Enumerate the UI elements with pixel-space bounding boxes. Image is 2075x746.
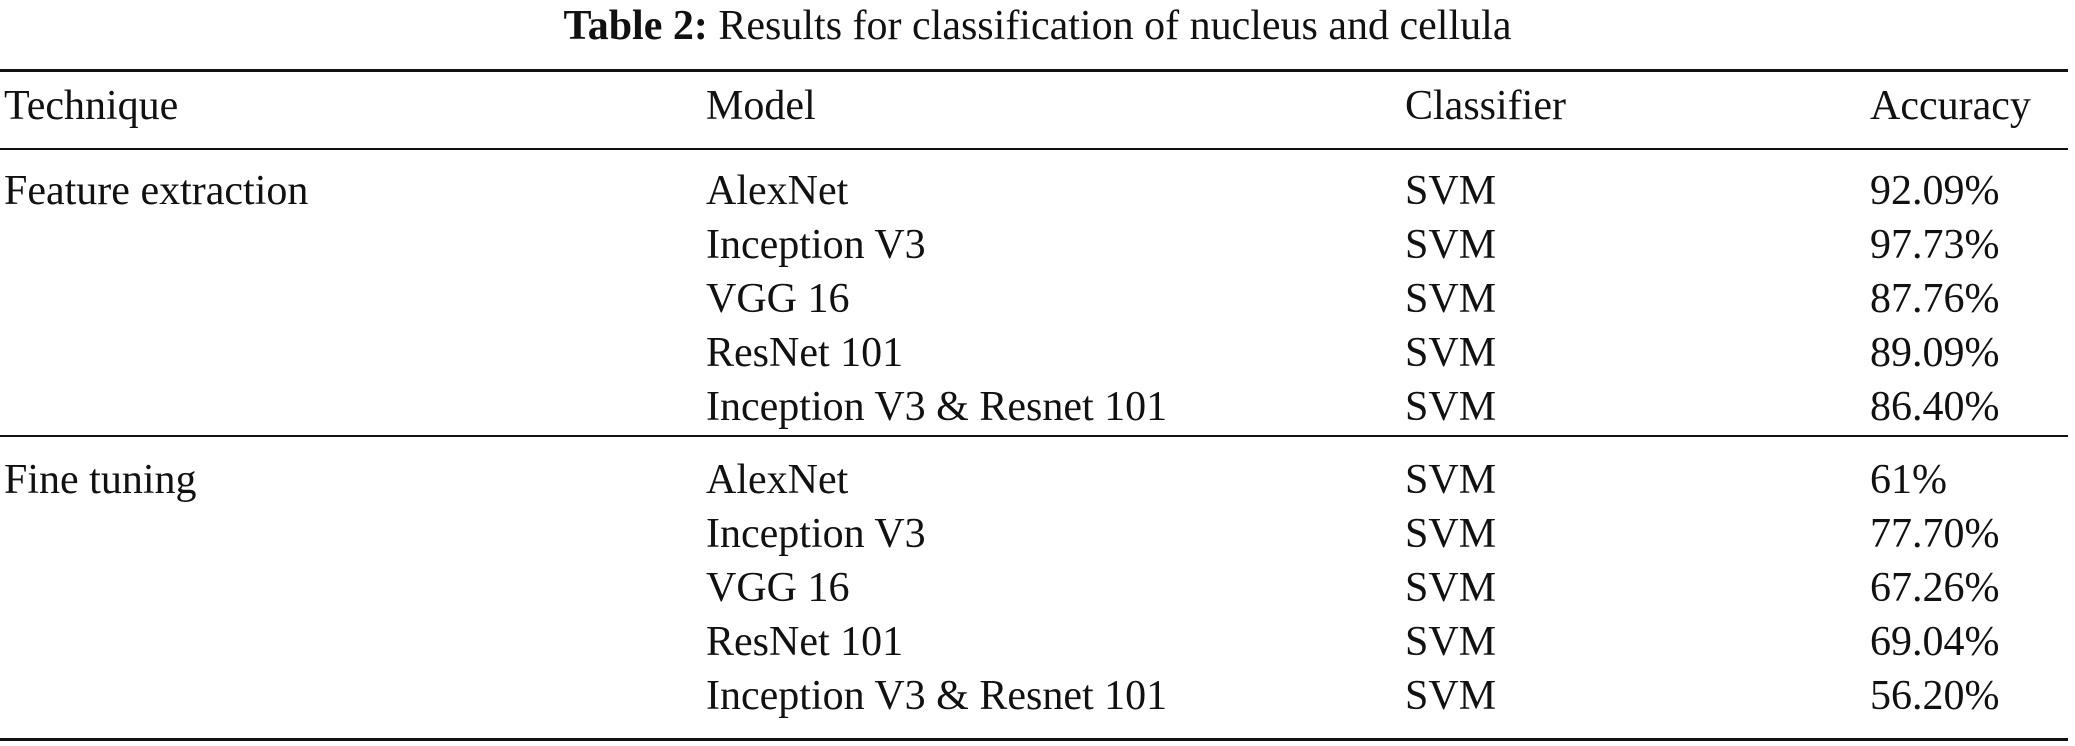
classifier-cell: SVM <box>1405 673 1497 719</box>
accuracy-cell: 61% <box>1870 457 1947 503</box>
table-row: Inception V3 SVM 97.73% <box>0 218 2068 272</box>
table-header-rule <box>0 148 2068 150</box>
classifier-cell: SVM <box>1405 511 1497 557</box>
accuracy-cell: 86.40% <box>1870 384 2000 430</box>
accuracy-cell: 89.09% <box>1870 330 2000 376</box>
accuracy-cell: 87.76% <box>1870 276 2000 322</box>
table-row: AlexNet SVM 92.09% <box>0 164 2068 218</box>
table-header-row: Technique Model Classifier Accuracy <box>0 76 2068 136</box>
accuracy-cell: 56.20% <box>1870 673 2000 719</box>
table-group-rule <box>0 435 2068 437</box>
classifier-cell: SVM <box>1405 276 1497 322</box>
table-caption: Table 2: Results for classification of n… <box>0 0 2075 52</box>
classifier-cell: SVM <box>1405 384 1497 430</box>
header-model: Model <box>706 83 816 129</box>
accuracy-cell: 69.04% <box>1870 619 2000 665</box>
model-cell: AlexNet <box>706 168 849 214</box>
model-cell: Inception V3 <box>706 222 926 268</box>
table-row: VGG 16 SVM 67.26% <box>0 561 2068 615</box>
model-cell: ResNet 101 <box>706 619 904 665</box>
accuracy-cell: 92.09% <box>1870 168 2000 214</box>
table-caption-text: Results for classification of nucleus an… <box>718 3 1512 49</box>
classifier-cell: SVM <box>1405 168 1497 214</box>
classifier-cell: SVM <box>1405 330 1497 376</box>
header-technique: Technique <box>4 83 179 129</box>
accuracy-cell: 97.73% <box>1870 222 2000 268</box>
classifier-cell: SVM <box>1405 222 1497 268</box>
table-row: Inception V3 SVM 77.70% <box>0 507 2068 561</box>
table-row: ResNet 101 SVM 89.09% <box>0 326 2068 380</box>
model-cell: Inception V3 <box>706 511 926 557</box>
model-cell: ResNet 101 <box>706 330 904 376</box>
classifier-cell: SVM <box>1405 619 1497 665</box>
technique-cell: Fine tuning <box>4 457 197 503</box>
table-bottom-rule <box>0 738 2068 741</box>
classifier-cell: SVM <box>1405 565 1497 611</box>
accuracy-cell: 67.26% <box>1870 565 2000 611</box>
table-row: Inception V3 & Resnet 101 SVM 86.40% <box>0 380 2068 434</box>
table-caption-label: Table 2: <box>563 3 708 49</box>
model-cell: Inception V3 & Resnet 101 <box>706 673 1168 719</box>
header-accuracy: Accuracy <box>1870 83 2031 129</box>
table-row: AlexNet SVM 61% <box>0 453 2068 507</box>
table-top-rule <box>0 69 2068 72</box>
table-row: ResNet 101 SVM 69.04% <box>0 615 2068 669</box>
model-cell: VGG 16 <box>706 565 850 611</box>
table-row: VGG 16 SVM 87.76% <box>0 272 2068 326</box>
model-cell: AlexNet <box>706 457 849 503</box>
accuracy-cell: 77.70% <box>1870 511 2000 557</box>
model-cell: VGG 16 <box>706 276 850 322</box>
table-row: Inception V3 & Resnet 101 SVM 56.20% <box>0 669 2068 723</box>
header-classifier: Classifier <box>1405 83 1566 129</box>
model-cell: Inception V3 & Resnet 101 <box>706 384 1168 430</box>
classifier-cell: SVM <box>1405 457 1497 503</box>
technique-cell: Feature extraction <box>4 168 309 214</box>
